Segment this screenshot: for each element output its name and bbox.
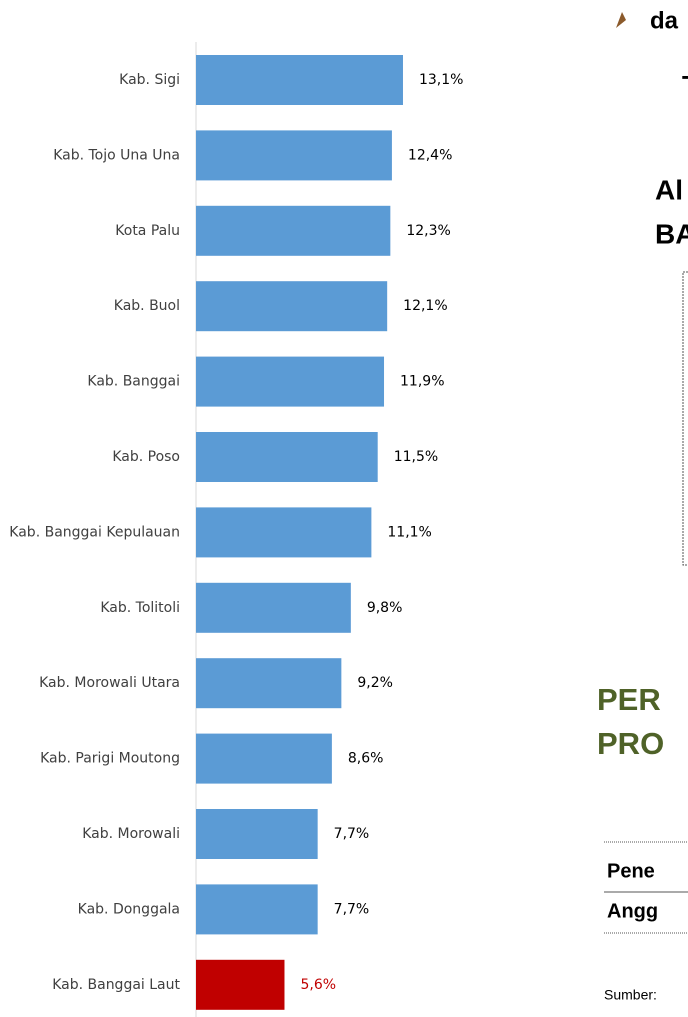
value-label: 8,6% [348, 751, 384, 767]
value-label: 12,4% [408, 147, 452, 163]
side-text: Angg [607, 900, 658, 922]
y-tick-label: Kab. Tojo Una Una [53, 147, 180, 163]
bar [196, 582, 351, 633]
bar [196, 281, 388, 332]
y-tick-label: Kab. Donggala [78, 901, 180, 917]
bar [196, 884, 318, 935]
value-label: 9,2% [357, 675, 393, 691]
dashed-box [682, 271, 688, 566]
source-text: Sumber: [604, 987, 657, 1003]
side-text: Pene [607, 860, 655, 882]
y-tick-label: Kota Palu [115, 223, 180, 239]
value-label: 5,6% [300, 977, 336, 993]
bar [196, 507, 372, 558]
side-heading: PER [597, 682, 661, 717]
bar [196, 658, 342, 709]
value-label: 12,3% [406, 223, 450, 239]
value-label: 12,1% [403, 298, 447, 314]
y-tick-label: Kab. Buol [114, 298, 180, 314]
y-tick-label: Kab. Parigi Moutong [40, 751, 180, 767]
bar [196, 959, 285, 1010]
y-tick-label: Kab. Banggai [87, 374, 180, 390]
y-tick-label: Kab. Sigi [119, 72, 180, 88]
bar [196, 733, 332, 784]
y-tick-label: Kab. Morowali [82, 826, 180, 842]
y-tick-label: Kab. Tolitoli [100, 600, 180, 616]
y-tick-label: Kab. Morowali Utara [39, 675, 180, 691]
bar [196, 130, 392, 181]
value-label: 13,1% [419, 72, 463, 88]
side-text: da [650, 7, 679, 34]
side-text: Al [655, 174, 683, 205]
side-text: T [682, 70, 688, 100]
value-label: 7,7% [334, 826, 370, 842]
value-label: 7,7% [334, 901, 370, 917]
bar [196, 356, 385, 407]
side-heading: PRO [597, 726, 664, 761]
value-label: 11,9% [400, 374, 444, 390]
bar [196, 809, 318, 859]
value-label: 9,8% [367, 600, 403, 616]
bar [196, 205, 391, 256]
value-label: 11,1% [387, 524, 431, 540]
bullet-icon [616, 12, 626, 28]
side-text: BA [655, 218, 688, 249]
y-tick-label: Kab. Banggai Kepulauan [9, 524, 180, 540]
bar [196, 55, 403, 105]
y-tick-label: Kab. Banggai Laut [52, 977, 180, 993]
bar [196, 432, 378, 482]
y-tick-label: Kab. Poso [112, 449, 180, 465]
value-label: 11,5% [394, 449, 438, 465]
